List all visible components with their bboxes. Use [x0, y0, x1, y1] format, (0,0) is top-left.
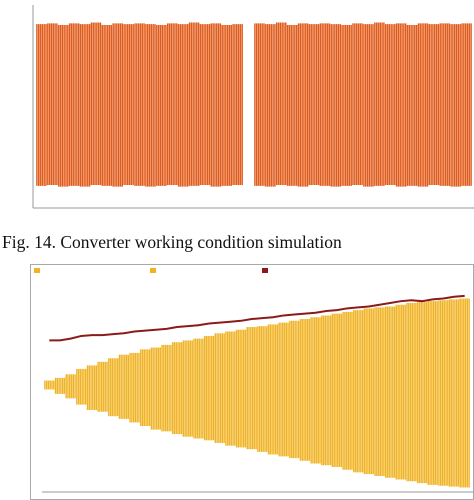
oscillation-segment [188, 22, 200, 186]
oscillation-segment [47, 23, 58, 185]
oscillation-segment [352, 23, 363, 185]
oscillation-segment [450, 24, 461, 187]
oscillation-segment [459, 298, 470, 488]
oscillation-segment [286, 25, 298, 186]
oscillation-segment [161, 344, 172, 432]
oscillation-segment [221, 25, 233, 186]
oscillation-segment [374, 22, 385, 186]
oscillation-segment [235, 329, 247, 448]
oscillation-segment [129, 352, 140, 423]
legend-swatch [34, 268, 40, 273]
oscillation-segment [177, 24, 189, 187]
oscillation-segment [44, 380, 55, 390]
oscillation-segment [395, 23, 407, 187]
oscillation-segment [65, 374, 76, 399]
oscillation-segment [308, 24, 320, 185]
oscillation-segment [428, 24, 440, 185]
oscillation-segment [193, 338, 204, 439]
oscillation-segment [374, 307, 385, 476]
oscillation-segment [289, 320, 300, 459]
oscillation-segment [76, 368, 87, 405]
oscillation-segment [225, 331, 236, 446]
oscillation-segment [210, 23, 222, 187]
oscillation-segment [156, 25, 167, 186]
oscillation-segment [182, 340, 193, 437]
oscillation-segment [439, 23, 451, 186]
oscillation-segment [97, 361, 108, 412]
oscillation-segment [112, 23, 124, 187]
oscillation-segment [427, 301, 438, 485]
oscillation-segment [297, 23, 309, 187]
oscillation-segment [108, 358, 119, 417]
oscillation-segment [310, 317, 321, 464]
oscillation-segment [278, 322, 289, 457]
oscillation-segment [342, 311, 353, 470]
oscillation-segment [321, 315, 332, 466]
oscillation-segment [267, 324, 279, 455]
series-line [49, 294, 465, 342]
oscillation-segment [150, 347, 161, 430]
oscillation-segment [319, 23, 331, 186]
oscillation-segment [363, 24, 374, 187]
oscillation-segment [145, 24, 156, 187]
figure-caption: Fig. 14. Converter working condition sim… [2, 232, 342, 252]
chart [32, 5, 474, 209]
oscillation-segment [203, 335, 215, 441]
oscillation-segment [140, 349, 151, 427]
oscillation-segment [265, 24, 276, 187]
oscillation-segment [118, 354, 130, 419]
oscillation-segment [416, 302, 428, 484]
legend-swatch [262, 268, 268, 273]
oscillation-segment [36, 24, 47, 186]
oscillation-segment [232, 24, 243, 185]
oscillation-segment [438, 300, 449, 486]
oscillation-segment [395, 304, 406, 480]
legend-swatch [150, 268, 156, 273]
oscillation-segment [214, 333, 225, 443]
oscillation-segment [461, 23, 472, 186]
oscillation-segment [199, 24, 211, 185]
oscillation-segment [257, 326, 268, 452]
oscillation-segment [417, 23, 429, 187]
oscillation-segment [448, 299, 460, 487]
oscillation-segment [341, 25, 352, 186]
chart [30, 264, 474, 500]
oscillation-segment [134, 23, 145, 186]
oscillation-segment [299, 319, 311, 461]
oscillation-segment [123, 24, 134, 185]
oscillation-segment [166, 23, 178, 185]
oscillation-segment [79, 24, 91, 187]
oscillation-segment [406, 302, 417, 482]
oscillation-segment [384, 24, 396, 185]
oscillation-segment [353, 310, 364, 473]
oscillation-segment [171, 342, 183, 435]
oscillation-segment [68, 23, 80, 186]
oscillation-segment [330, 24, 342, 187]
oscillation-segment [246, 327, 257, 450]
oscillation-segment [363, 308, 374, 475]
oscillation-segment [90, 22, 102, 185]
oscillation-segment [384, 306, 396, 478]
oscillation-segment [86, 365, 98, 410]
oscillation-segment [275, 22, 287, 185]
oscillation-segment [406, 25, 418, 186]
oscillation-segment [54, 377, 66, 394]
oscillation-segment [101, 25, 113, 186]
oscillation-segment [331, 313, 343, 468]
oscillation-segment [57, 25, 69, 187]
oscillation-segment [254, 23, 265, 186]
